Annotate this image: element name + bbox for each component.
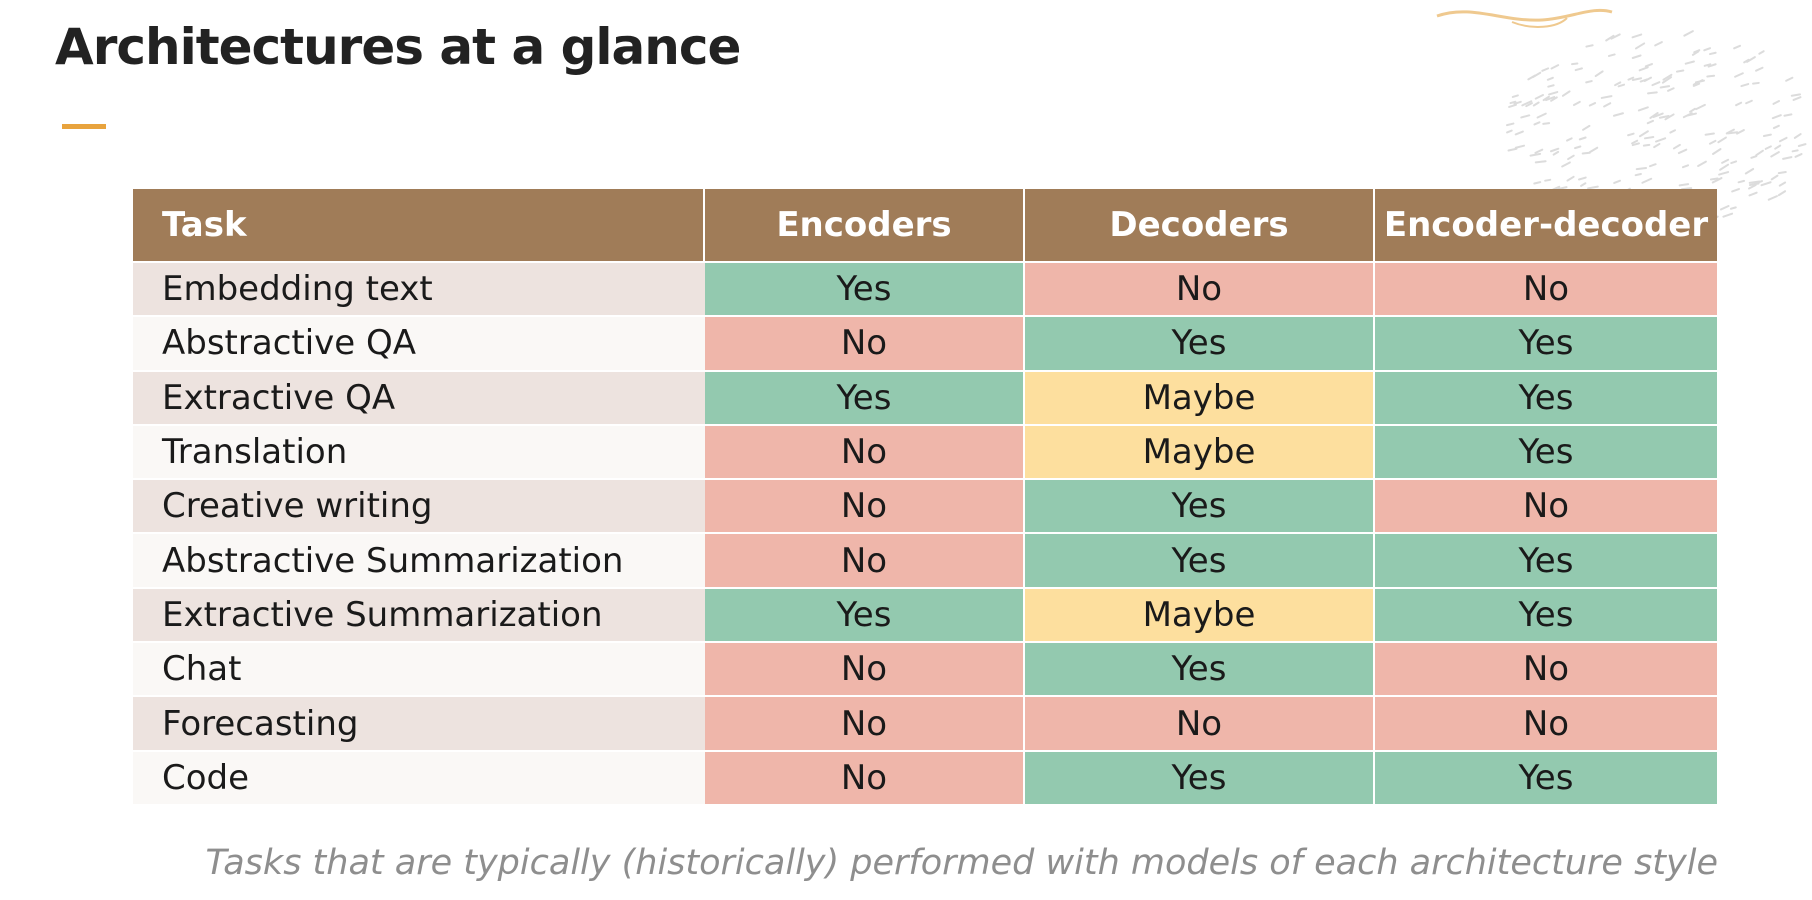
header-decoders: Decoders	[1025, 189, 1375, 263]
encoder-decoder-cell: Yes	[1375, 425, 1717, 481]
row-task: Abstractive QA	[133, 317, 705, 372]
encoder-decoder-cell: Yes	[1375, 534, 1717, 589]
decoders-cell: Yes	[1025, 534, 1375, 589]
encoders-cell: No	[705, 317, 1025, 372]
decoders-cell: Yes	[1025, 317, 1375, 372]
encoders-cell: No	[705, 697, 1025, 752]
row-task: Embedding text	[133, 263, 705, 318]
header-task: Task	[133, 189, 705, 263]
header-encoder-decoder: Encoder-decoder	[1375, 189, 1717, 263]
encoder-decoder-cell: No	[1375, 643, 1717, 698]
decoders-cell: Yes	[1025, 643, 1375, 698]
row-task: Extractive QA	[133, 371, 705, 426]
row-task: Abstractive Summarization	[133, 534, 705, 589]
row-task: Forecasting	[133, 697, 705, 752]
row-task: Translation	[133, 425, 705, 481]
row-task: Code	[133, 751, 705, 806]
decoders-cell: No	[1025, 697, 1375, 752]
header-encoders: Encoders	[705, 189, 1025, 263]
encoder-decoder-cell: Yes	[1375, 371, 1717, 426]
encoder-decoder-cell: No	[1375, 480, 1717, 535]
row-task: Extractive Summarization	[133, 588, 705, 644]
encoders-cell: No	[705, 751, 1025, 806]
encoders-cell: No	[705, 480, 1025, 535]
title-accent-bar	[62, 124, 106, 129]
decoders-cell: Maybe	[1025, 425, 1375, 481]
row-task: Chat	[133, 643, 705, 698]
encoder-decoder-cell: Yes	[1375, 588, 1717, 644]
page-title: Architectures at a glance	[55, 18, 741, 76]
encoder-decoder-cell: Yes	[1375, 751, 1717, 806]
decoders-cell: No	[1025, 263, 1375, 318]
decoders-cell: Yes	[1025, 480, 1375, 535]
encoders-cell: No	[705, 425, 1025, 481]
encoders-cell: Yes	[705, 263, 1025, 318]
architecture-comparison-table: Task Encoders Decoders Encoder-decoder E…	[133, 189, 1717, 806]
table-caption: Tasks that are typically (historically) …	[205, 843, 1718, 883]
encoders-cell: Yes	[705, 588, 1025, 644]
decoders-cell: Maybe	[1025, 588, 1375, 644]
encoders-cell: No	[705, 534, 1025, 589]
encoder-decoder-cell: No	[1375, 697, 1717, 752]
encoders-cell: No	[705, 643, 1025, 698]
row-task: Creative writing	[133, 480, 705, 535]
encoder-decoder-cell: Yes	[1375, 317, 1717, 372]
decoders-cell: Maybe	[1025, 371, 1375, 426]
decoders-cell: Yes	[1025, 751, 1375, 806]
encoders-cell: Yes	[705, 371, 1025, 426]
encoder-decoder-cell: No	[1375, 263, 1717, 318]
